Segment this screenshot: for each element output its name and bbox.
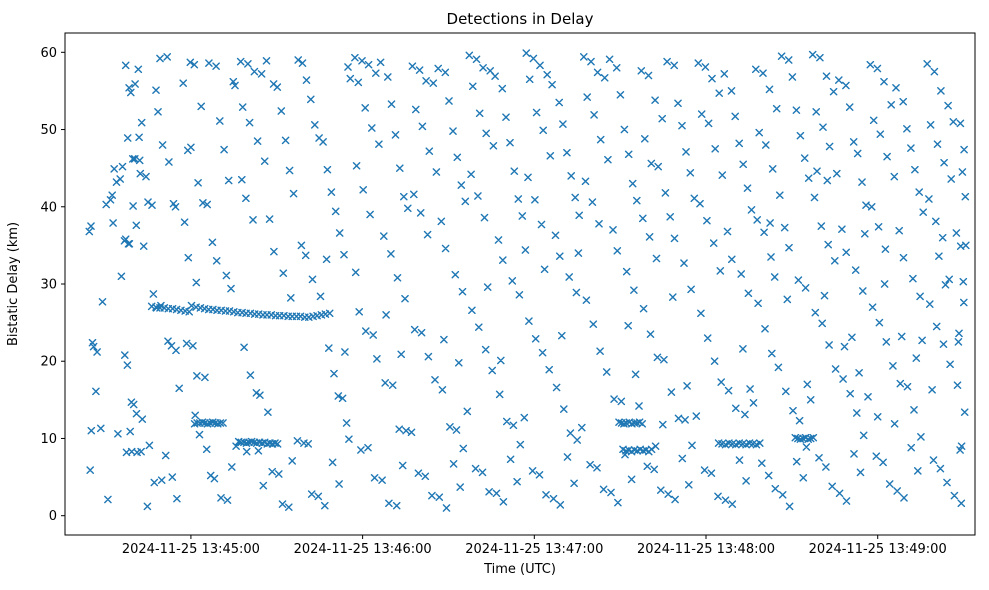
y-tick-label: 50: [40, 123, 57, 138]
y-tick-label: 10: [40, 432, 57, 447]
y-axis-label: Bistatic Delay (km): [6, 221, 21, 347]
y-tick-label: 40: [40, 200, 57, 215]
y-tick-label: 20: [40, 355, 57, 370]
y-tick-label: 60: [40, 46, 57, 61]
x-tick-label: 2024-11-25 13:48:00: [637, 542, 775, 557]
x-axis-label: Time (UTC): [484, 562, 556, 577]
y-tick-label: 0: [49, 509, 57, 524]
x-tick-label: 2024-11-25 13:47:00: [465, 542, 603, 557]
scatter-points: [85, 49, 970, 512]
axes-frame: [64, 32, 976, 536]
x-tick-label: 2024-11-25 13:46:00: [294, 542, 432, 557]
x-tick-label: 2024-11-25 13:45:00: [122, 542, 260, 557]
x-tick-label: 2024-11-25 13:49:00: [809, 542, 947, 557]
chart-title: Detections in Delay: [446, 10, 594, 28]
y-tick-label: 30: [40, 278, 57, 293]
